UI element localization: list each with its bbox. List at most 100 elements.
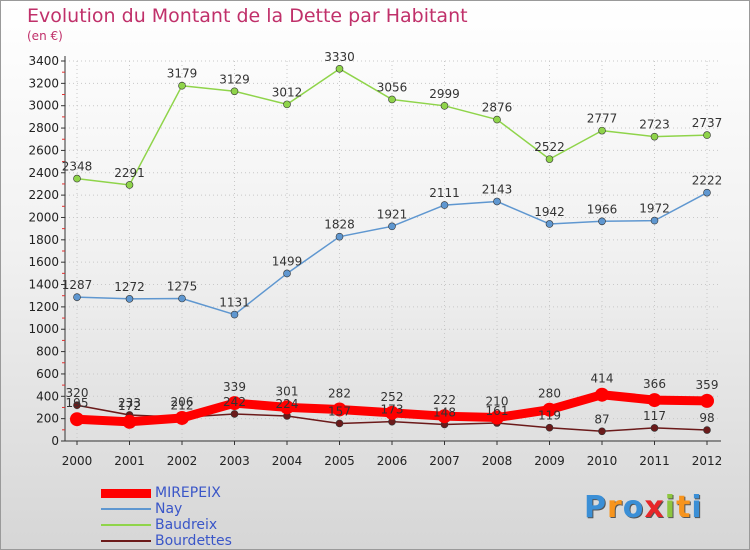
logo-letter: o [622,490,645,525]
data-point-baudreix [230,87,239,96]
data-label-mirepeix: 414 [591,372,614,386]
y-tick-label: 600 [36,367,59,381]
data-point-baudreix [598,126,606,135]
data-point-baudreix [283,100,291,109]
data-point-mirepeix [280,400,294,415]
legend-swatch [101,524,151,526]
y-tick-label: 3400 [28,54,59,68]
data-label-nay: 1287 [62,278,93,292]
data-label-baudreix: 3129 [219,72,250,86]
y-tick-label: 3000 [28,99,59,113]
data-label-bourdettes: 87 [594,412,609,426]
data-label-baudreix: 2348 [62,160,93,174]
legend-label: Nay [155,501,183,517]
y-tick-label: 2000 [28,210,59,224]
x-tick-label: 2004 [272,454,303,468]
legend-item-nay: Nay [101,501,182,517]
data-label-baudreix: 2522 [534,140,565,154]
data-point-nay [703,188,711,197]
data-point-baudreix [650,132,659,141]
y-tick-label: 1800 [28,233,59,247]
data-label-mirepeix: 206 [171,395,194,409]
data-point-nay [650,216,659,225]
data-label-mirepeix: 252 [381,390,404,404]
data-label-nay: 1499 [272,254,303,268]
data-label-bourdettes: 161 [486,404,509,418]
data-point-bourdettes [230,410,239,418]
data-label-baudreix: 2999 [429,87,460,101]
data-label-baudreix: 2737 [692,116,723,130]
chart-subtitle: (en €) [27,29,63,43]
data-label-mirepeix: 282 [328,386,351,400]
data-point-nay [440,201,449,209]
data-label-nay: 1275 [167,280,198,294]
data-label-bourdettes: 320 [66,386,89,400]
data-label-baudreix: 3330 [324,50,355,64]
x-tick-label: 2006 [377,454,408,468]
data-point-mirepeix [122,414,137,429]
data-point-mirepeix [175,410,189,425]
data-point-mirepeix [437,409,452,424]
data-point-nay [545,220,554,228]
data-label-nay: 1966 [587,202,618,216]
data-label-nay: 1272 [114,280,145,294]
x-tick-label: 2007 [429,454,460,468]
legend-item-baudreix: Baudreix [101,517,217,533]
data-label-mirepeix: 172 [118,399,141,413]
data-point-nay [335,232,344,241]
y-tick-label: 1600 [28,255,59,269]
data-label-bourdettes: 98 [699,411,714,425]
data-label-baudreix: 3056 [377,80,408,94]
chart-title: Evolution du Montant de la Dette par Hab… [27,5,468,27]
data-point-bourdettes [545,423,554,432]
data-label-nay: 1131 [219,296,250,310]
data-point-nay [493,197,501,206]
data-point-mirepeix [542,402,557,417]
x-tick-label: 2003 [219,454,250,468]
logo-letter: t [676,490,692,525]
y-tick-label: 2400 [28,166,59,180]
data-point-baudreix [440,102,449,110]
legend-label: Baudreix [155,517,218,533]
x-tick-label: 2005 [324,454,355,468]
data-point-baudreix [545,155,554,163]
data-point-mirepeix [700,393,714,408]
data-label-nay: 1921 [377,207,408,221]
data-label-baudreix: 2291 [114,166,145,180]
data-label-bourdettes: 233 [118,396,141,410]
x-tick-label: 2010 [587,454,618,468]
y-tick-label: 2600 [28,143,59,157]
data-label-baudreix: 3012 [272,85,303,99]
data-point-nay [73,293,81,301]
legend-label: Bourdettes [155,533,232,549]
data-point-baudreix [178,81,186,90]
data-label-bourdettes: 117 [643,409,666,423]
x-tick-label: 2001 [114,454,145,468]
legend-label: MIREPEIX [155,485,221,501]
data-label-bourdettes: 119 [538,409,561,423]
logo-letter: x [644,490,665,525]
data-label-baudreix: 2777 [587,112,618,126]
y-tick-label: 1000 [28,322,59,336]
data-label-mirepeix: 359 [696,378,719,392]
logo-letter: r [607,490,623,525]
y-tick-label: 2200 [28,188,59,202]
data-label-baudreix: 3179 [167,67,198,81]
data-point-nay [598,217,606,226]
data-label-nay: 2143 [482,182,513,196]
legend-swatch [101,508,151,510]
data-point-mirepeix [385,405,399,420]
data-label-baudreix: 2723 [639,118,670,132]
data-label-mirepeix: 222 [433,393,456,407]
data-point-mirepeix [70,412,84,427]
data-point-baudreix [335,65,344,73]
data-label-nay: 1972 [639,202,670,216]
x-tick-label: 2008 [482,454,513,468]
data-label-bourdettes: 173 [381,403,404,417]
legend-item-mirepeix: MIREPEIX [101,485,221,501]
data-label-mirepeix: 210 [486,395,509,409]
y-tick-label: 1200 [28,300,59,314]
data-point-baudreix [388,95,396,104]
data-label-nay: 2222 [692,174,723,188]
